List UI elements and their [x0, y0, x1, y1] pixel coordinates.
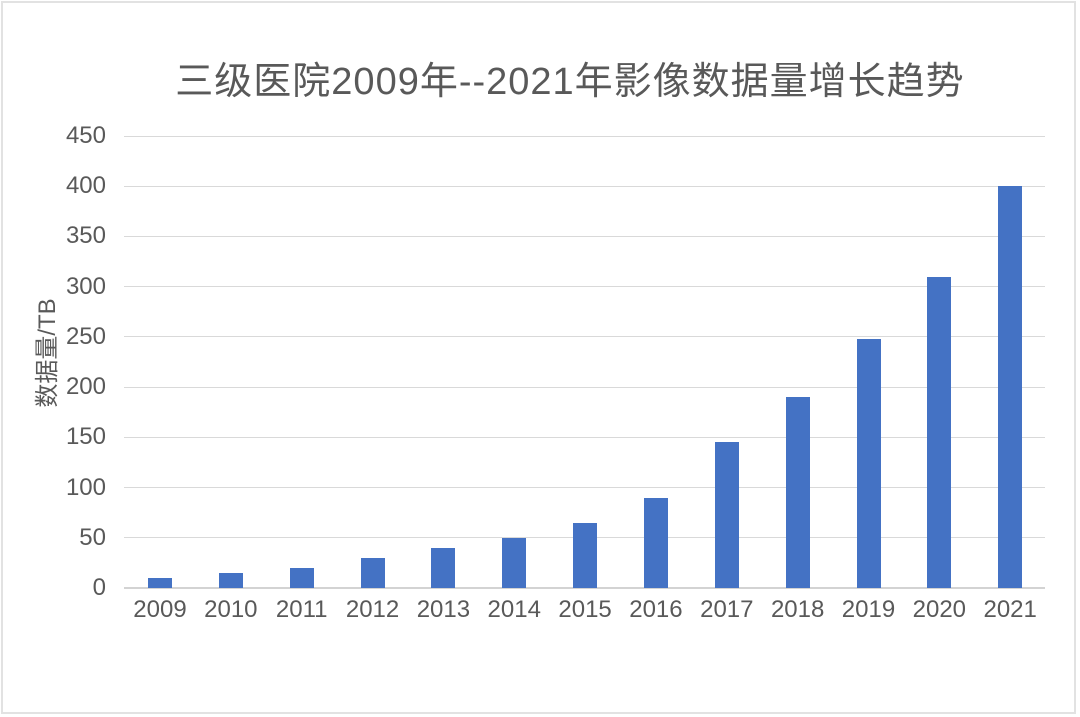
bar-2015 — [573, 522, 598, 588]
x-tick-label: 2020 — [912, 596, 967, 623]
x-tick-label: 2019 — [841, 596, 896, 623]
gridline — [124, 436, 1045, 438]
x-tick-label: 2018 — [770, 596, 825, 623]
x-tick-label: 2015 — [558, 596, 612, 623]
bar-2012 — [360, 557, 385, 588]
y-tick-label: 200 — [65, 373, 106, 401]
y-tick-label: 250 — [65, 322, 106, 350]
bar-2013 — [431, 547, 456, 588]
y-tick-label: 0 — [92, 574, 106, 601]
bar-2009 — [148, 577, 172, 588]
bar-2018 — [785, 397, 810, 588]
bar-2016 — [643, 497, 668, 588]
x-tick-label: 2017 — [700, 596, 754, 623]
bar-2010 — [218, 572, 243, 588]
gridline — [124, 487, 1045, 489]
x-tick-label: 2011 — [275, 596, 328, 623]
y-tick-label: 150 — [65, 423, 106, 451]
y-tick-label: 50 — [79, 523, 106, 551]
y-tick-label: 100 — [65, 473, 106, 501]
bar-2014 — [502, 537, 527, 588]
gridline — [124, 336, 1045, 338]
gridline — [124, 135, 1045, 137]
bar-2019 — [856, 338, 881, 588]
bar-2021 — [998, 186, 1023, 588]
plot-area — [124, 135, 1045, 589]
y-tick-label: 350 — [65, 222, 106, 250]
x-tick-label: 2009 — [133, 596, 187, 623]
y-tick-label: 300 — [65, 272, 106, 300]
gridline — [124, 185, 1045, 187]
bar-2011 — [289, 567, 314, 588]
x-tick-label: 2013 — [416, 596, 471, 623]
x-axis-line — [124, 587, 1045, 589]
x-tick-label: 2012 — [345, 596, 400, 623]
x-tick-label: 2014 — [487, 596, 541, 623]
x-tick-label: 2021 — [983, 596, 1037, 623]
gridline — [124, 386, 1045, 388]
y-tick-label: 400 — [65, 172, 106, 200]
gridline — [124, 286, 1045, 288]
x-tick-label: 2016 — [629, 596, 683, 623]
chart-title: 三级医院2009年--2021年影像数据量增长趋势 — [175, 61, 965, 103]
bar-2017 — [714, 442, 739, 588]
x-tick-label: 2010 — [204, 596, 258, 623]
y-tick-label: 450 — [65, 122, 106, 149]
bar-2020 — [927, 276, 952, 588]
gridline — [124, 235, 1045, 237]
